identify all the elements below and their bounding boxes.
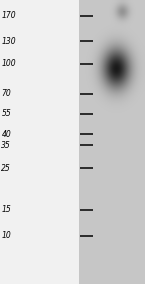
Text: 35: 35	[1, 141, 11, 150]
Text: 70: 70	[1, 89, 11, 98]
Text: 55: 55	[1, 109, 11, 118]
Text: 25: 25	[1, 164, 11, 173]
Text: 40: 40	[1, 130, 11, 139]
Text: 170: 170	[1, 11, 16, 20]
Text: 100: 100	[1, 59, 16, 68]
Text: 15: 15	[1, 205, 11, 214]
Text: 130: 130	[1, 37, 16, 46]
Text: 10: 10	[1, 231, 11, 240]
